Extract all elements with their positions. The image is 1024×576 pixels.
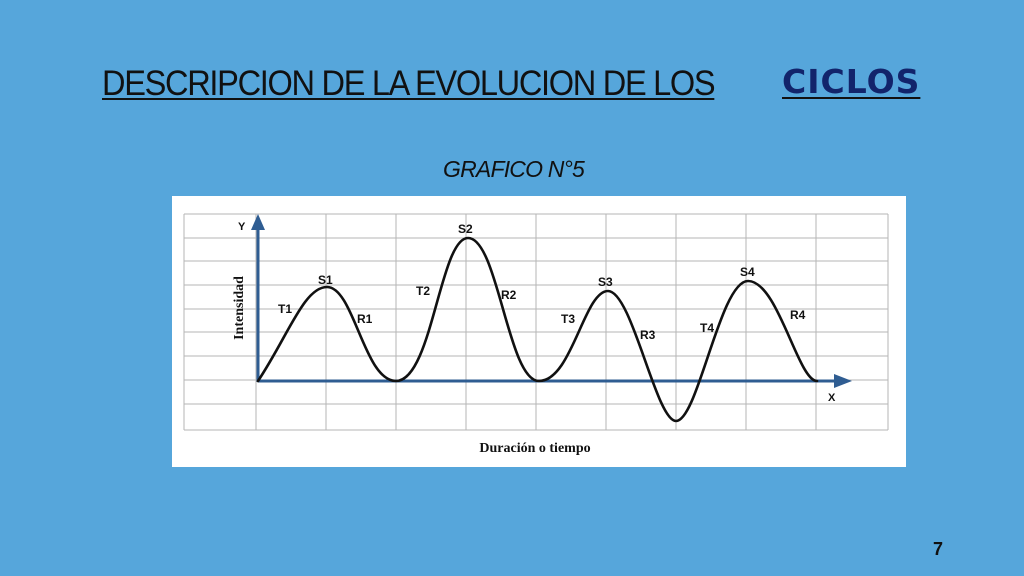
label-s2: S2 [458, 222, 473, 236]
chart-subtitle: GRAFICO N°5 [443, 156, 585, 182]
y-axis-title: Intensidad [232, 276, 247, 340]
grid [183, 213, 889, 431]
label-t1: T1 [278, 302, 292, 316]
x-axis-letter: X [828, 392, 836, 404]
label-r2: R2 [501, 288, 517, 302]
x-axis-arrowhead [834, 374, 852, 388]
label-t3: T3 [561, 312, 575, 326]
y-axis-arrowhead [251, 214, 265, 230]
cycle-diagram-svg: Y X Intensidad Duración o tiempo T1 S1 R… [183, 213, 889, 456]
x-axis-title: Duración o tiempo [479, 441, 590, 456]
y-axis-letter: Y [238, 221, 246, 233]
cycle-curve [256, 236, 819, 423]
label-r4: R4 [790, 308, 806, 322]
label-s4: S4 [740, 265, 755, 279]
label-t4: T4 [700, 321, 714, 335]
title-accent-text: CICLOS [782, 62, 921, 101]
label-r3: R3 [640, 328, 656, 342]
axes [251, 214, 852, 388]
label-r1: R1 [357, 312, 373, 326]
label-t2: T2 [416, 284, 430, 298]
label-s1: S1 [318, 273, 333, 287]
label-s3: S3 [598, 275, 613, 289]
page-number: 7 [933, 539, 944, 559]
cycle-diagram: Y X Intensidad Duración o tiempo T1 S1 R… [172, 196, 906, 467]
slide-title: DESCRIPCION DE LA EVOLUCION DE LOS CICLO… [102, 62, 942, 113]
title-main-text: DESCRIPCION DE LA EVOLUCION DE LOS [102, 64, 716, 103]
